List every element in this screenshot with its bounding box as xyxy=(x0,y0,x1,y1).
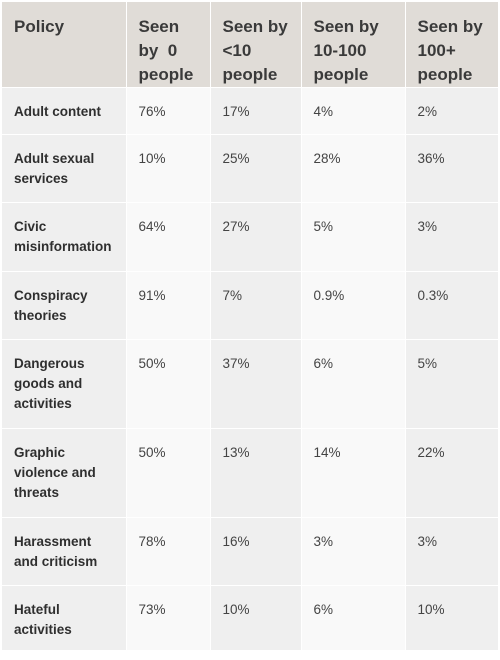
value-cell: 73% xyxy=(126,585,211,650)
column-header-seen-by-0: Seen by 0 people xyxy=(126,2,211,88)
value-cell: 10% xyxy=(210,585,302,650)
table-row: Harassment and criticism 78% 16% 3% 3% xyxy=(2,517,498,586)
policy-cell: Graphic violence and threats xyxy=(2,428,127,518)
column-header-policy: Policy xyxy=(2,2,127,88)
value-cell: 36% xyxy=(405,134,498,203)
policy-cell: Adult sexual services xyxy=(2,134,127,203)
value-cell: 10% xyxy=(126,134,211,203)
policy-cell: Hateful activities xyxy=(2,585,127,650)
value-cell: 14% xyxy=(301,428,406,518)
column-header-seen-by-under-10: Seen by <10 people xyxy=(210,2,302,88)
policy-cell: Conspiracy theories xyxy=(2,271,127,340)
policy-cell: Civic misinformation xyxy=(2,202,127,272)
data-table: Policy Seen by 0 people Seen by <10 peop… xyxy=(2,2,498,650)
value-cell: 3% xyxy=(405,517,498,586)
table-row: Civic misinformation 64% 27% 5% 3% xyxy=(2,202,498,272)
value-cell: 76% xyxy=(126,87,211,135)
value-cell: 37% xyxy=(210,339,302,429)
value-cell: 17% xyxy=(210,87,302,135)
value-cell: 10% xyxy=(405,585,498,650)
value-cell: 50% xyxy=(126,428,211,518)
value-cell: 16% xyxy=(210,517,302,586)
value-cell: 4% xyxy=(301,87,406,135)
value-cell: 2% xyxy=(405,87,498,135)
value-cell: 6% xyxy=(301,585,406,650)
value-cell: 7% xyxy=(210,271,302,340)
value-cell: 27% xyxy=(210,202,302,272)
value-cell: 3% xyxy=(301,517,406,586)
header-row: Policy Seen by 0 people Seen by <10 peop… xyxy=(2,2,498,88)
table-row: Conspiracy theories 91% 7% 0.9% 0.3% xyxy=(2,271,498,340)
value-cell: 13% xyxy=(210,428,302,518)
table-row: Adult sexual services 10% 25% 28% 36% xyxy=(2,134,498,203)
value-cell: 22% xyxy=(405,428,498,518)
policy-cell: Adult content xyxy=(2,87,127,135)
column-header-seen-by-10-100: Seen by 10-100 people xyxy=(301,2,406,88)
column-header-seen-by-100-plus: Seen by 100+ people xyxy=(405,2,498,88)
value-cell: 0.3% xyxy=(405,271,498,340)
value-cell: 28% xyxy=(301,134,406,203)
policy-cell: Harassment and criticism xyxy=(2,517,127,586)
value-cell: 25% xyxy=(210,134,302,203)
value-cell: 64% xyxy=(126,202,211,272)
value-cell: 0.9% xyxy=(301,271,406,340)
table-row: Hateful activities 73% 10% 6% 10% xyxy=(2,585,498,650)
value-cell: 5% xyxy=(301,202,406,272)
value-cell: 5% xyxy=(405,339,498,429)
table-row: Dangerous goods and activities 50% 37% 6… xyxy=(2,339,498,429)
table-row: Graphic violence and threats 50% 13% 14%… xyxy=(2,428,498,518)
value-cell: 50% xyxy=(126,339,211,429)
value-cell: 6% xyxy=(301,339,406,429)
value-cell: 78% xyxy=(126,517,211,586)
table-row: Adult content 76% 17% 4% 2% xyxy=(2,87,498,135)
policy-cell: Dangerous goods and activities xyxy=(2,339,127,429)
value-cell: 3% xyxy=(405,202,498,272)
value-cell: 91% xyxy=(126,271,211,340)
